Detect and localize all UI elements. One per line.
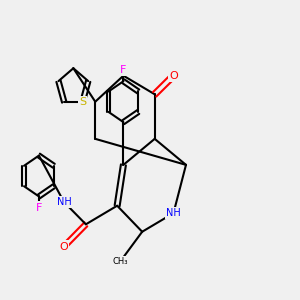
Text: O: O	[60, 242, 68, 252]
Text: F: F	[120, 65, 127, 75]
Text: NH: NH	[166, 208, 181, 218]
Text: NH: NH	[57, 197, 71, 207]
Text: F: F	[36, 202, 42, 213]
Text: S: S	[79, 97, 86, 107]
Text: CH₃: CH₃	[112, 257, 128, 266]
Text: O: O	[169, 71, 178, 81]
